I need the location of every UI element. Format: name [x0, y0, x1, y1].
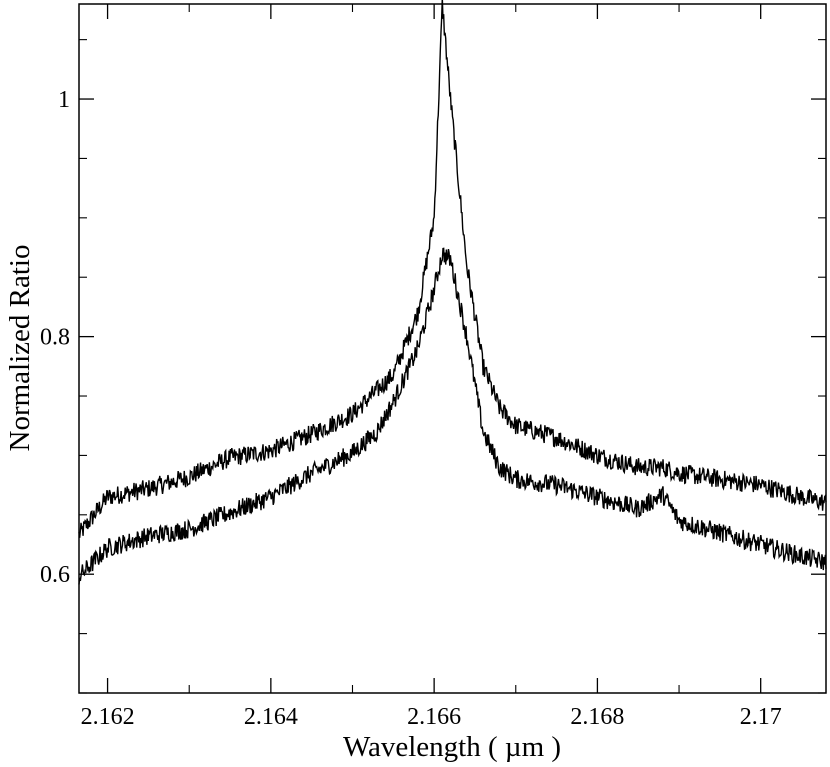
y-tick-label: 1 — [58, 87, 70, 113]
x-tick-label: 2.168 — [570, 704, 624, 730]
plot-frame — [78, 3, 827, 694]
x-tick-label: 2.162 — [81, 704, 135, 730]
x-tick-label: 2.164 — [244, 704, 298, 730]
x-tick-label: 2.17 — [740, 704, 782, 730]
y-tick-label: 0.8 — [40, 325, 70, 351]
series-layer — [78, 0, 827, 585]
tick-layer — [79, 4, 826, 694]
y-axis-title: Normalized Ratio — [4, 245, 36, 452]
series-line-2 — [78, 247, 827, 585]
x-axis-title: Wavelength ( µm ) — [343, 731, 561, 763]
x-tick-label: 2.166 — [407, 704, 461, 730]
tick-label-layer: 2.162 2.164 2.166 2.168 2.17 0.6 0.8 1 — [40, 87, 782, 730]
series-line-1 — [78, 0, 827, 538]
y-tick-label: 0.6 — [40, 562, 70, 588]
